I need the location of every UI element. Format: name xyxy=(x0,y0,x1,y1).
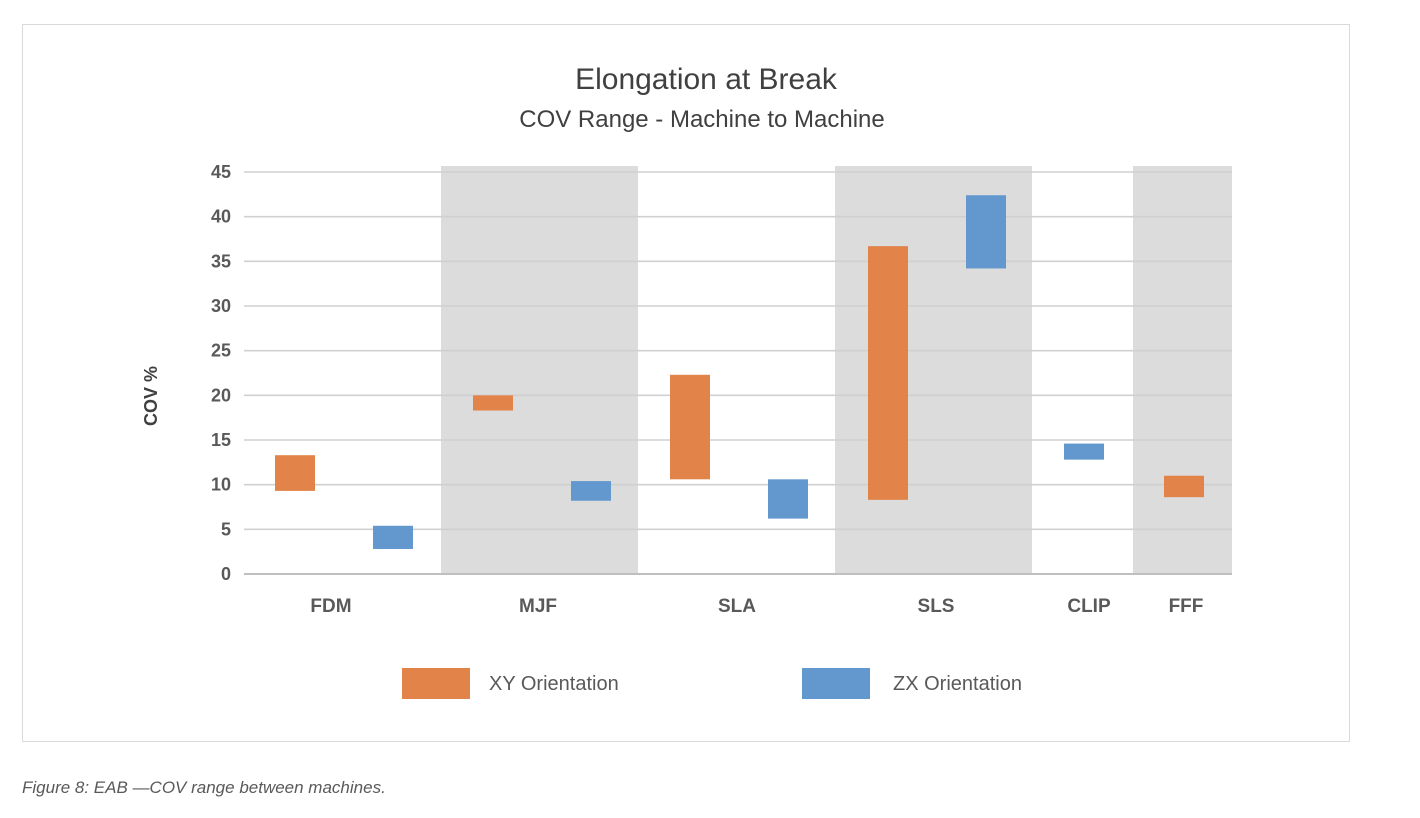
x-tick-label-fdm: FDM xyxy=(310,596,351,617)
y-tick-label: 0 xyxy=(221,564,231,584)
band-fff xyxy=(1133,166,1232,574)
bar-fff-xy xyxy=(1164,475,1204,498)
bar-sls-xy xyxy=(868,246,908,500)
y-tick-label: 45 xyxy=(211,162,231,182)
x-tick-label-mjf: MJF xyxy=(519,596,557,617)
y-tick-label: 20 xyxy=(211,385,231,405)
bar-mjf-xy xyxy=(473,395,513,411)
y-tick-label: 30 xyxy=(211,296,231,316)
y-tick-label: 35 xyxy=(211,251,231,271)
bar-sla-zx xyxy=(768,479,808,519)
y-tick-label: 10 xyxy=(211,475,231,495)
legend-label-xy: XY Orientation xyxy=(489,673,619,695)
x-tick-label-sla: SLA xyxy=(718,596,756,617)
chart-svg: 0 5 10 15 20 25 30 35 40 45 FDM MJF SLA SLS CLIP FFF E… xyxy=(141,63,1232,699)
bar-fdm-xy xyxy=(275,455,315,491)
y-tick-label: 5 xyxy=(221,519,231,539)
legend-swatch-zx xyxy=(802,668,870,699)
legend-label-zx: ZX Orientation xyxy=(893,673,1022,695)
x-tick-label-clip: CLIP xyxy=(1067,596,1111,617)
figure-caption: Figure 8: EAB —COV range between machine… xyxy=(22,778,386,797)
bar-sls-zx xyxy=(966,195,1006,269)
chart-subtitle: COV Range - Machine to Machine xyxy=(519,106,885,133)
chart-container: 0 5 10 15 20 25 30 35 40 45 FDM MJF SLA SLS CLIP FFF E… xyxy=(22,24,1350,742)
bar-fdm-zx xyxy=(373,525,413,549)
y-tick-label: 15 xyxy=(211,430,231,450)
bar-sla-xy xyxy=(670,374,710,480)
band-mjf xyxy=(441,166,638,574)
y-tick-label: 25 xyxy=(211,341,231,361)
bar-mjf-zx xyxy=(571,481,611,501)
legend-swatch-xy xyxy=(402,668,470,699)
chart-title: Elongation at Break xyxy=(575,63,838,96)
x-tick-label-sls: SLS xyxy=(918,596,955,617)
bar-clip-zx xyxy=(1064,443,1104,460)
x-tick-label-fff: FFF xyxy=(1169,596,1204,617)
y-axis-label: COV % xyxy=(141,366,161,426)
y-tick-label: 40 xyxy=(211,207,231,227)
